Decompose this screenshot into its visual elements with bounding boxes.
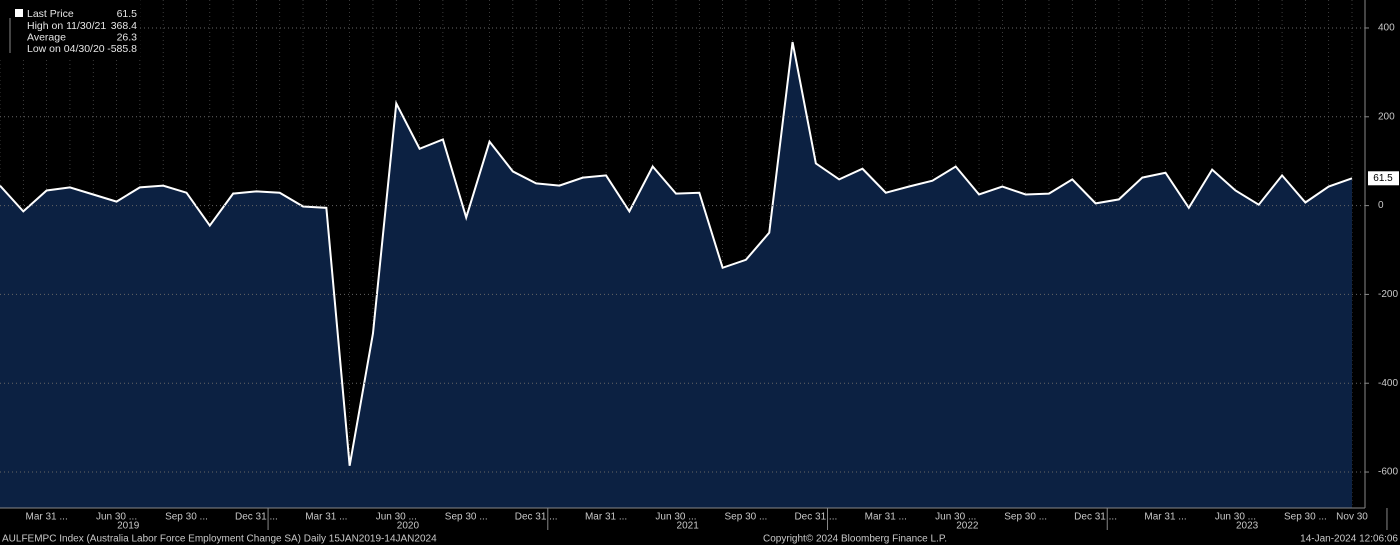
x-tick-label: Dec 31 ... xyxy=(1074,512,1117,523)
x-tick-label: Sep 30 ... xyxy=(165,512,208,523)
stat-value: -585.8 xyxy=(107,43,137,55)
stat-value: 368.4 xyxy=(111,20,137,32)
y-tick-label: 200 xyxy=(1378,111,1395,122)
x-tick-label: Sep 30 ... xyxy=(725,512,768,523)
x-tick-label: Jun 30 ... xyxy=(96,512,137,523)
legend: Last Price 61.5 High on 11/30/21 368.4 Avera… xyxy=(0,0,140,57)
stat-label: Low on 04/30/20 xyxy=(27,43,105,55)
x-tick-label: Mar 31 ... xyxy=(585,512,627,523)
stat-value: 26.3 xyxy=(117,31,138,43)
last-price-tag xyxy=(1368,171,1399,186)
area xyxy=(0,42,1352,508)
x-tick-label: Dec 31 ... xyxy=(235,512,278,523)
x-tick-label: Mar 31 ... xyxy=(25,512,67,523)
x-tick-label: Jun 30 ... xyxy=(655,512,696,523)
year-label: 2020 xyxy=(397,521,420,532)
footer-right: 14-Jan-2024 12:06:06 xyxy=(1300,534,1398,545)
x-tick-label: Jun 30 ... xyxy=(376,512,417,523)
year-label: 2022 xyxy=(956,521,979,532)
year-label: 2021 xyxy=(677,521,700,532)
line xyxy=(0,41,1353,466)
x-tick-label: Nov 30 xyxy=(1336,512,1368,523)
legend-name: Last Price xyxy=(27,8,74,20)
y-tick-label: 400 xyxy=(1378,23,1395,34)
x-tick-label: Mar 31 ... xyxy=(865,512,907,523)
year-label: 2019 xyxy=(117,521,140,532)
footer-left: AULFEMPC Index (Australia Labor Force Em… xyxy=(2,534,437,545)
last-price-label: 61.5 xyxy=(1373,173,1393,184)
y-tick-label: -600 xyxy=(1378,467,1398,478)
stat-label: Average xyxy=(27,31,66,43)
x-tick-label: Dec 31 ... xyxy=(515,512,558,523)
x-tick-label: Mar 31 ... xyxy=(305,512,347,523)
x-tick-label: Mar 31 ... xyxy=(1144,512,1186,523)
y-tick-label: -400 xyxy=(1378,378,1398,389)
x-tick-label: Sep 30 ... xyxy=(1284,512,1327,523)
y-tick-label: -200 xyxy=(1378,289,1398,300)
stat-label: High on 11/30/21 xyxy=(27,20,106,32)
legend-swatch xyxy=(15,9,23,17)
x-tick-label: Sep 30 ... xyxy=(1004,512,1047,523)
x-tick-label: Sep 30 ... xyxy=(445,512,488,523)
x-tick-label: Jun 30 ... xyxy=(935,512,976,523)
y-tick-label: 0 xyxy=(1378,200,1384,211)
x-tick-label: Jun 30 ... xyxy=(1215,512,1256,523)
x-tick-label: Dec 31 ... xyxy=(794,512,837,523)
year-label: 2023 xyxy=(1236,521,1259,532)
legend-bg xyxy=(0,0,140,57)
footer-center: Copyright© 2024 Bloomberg Finance L.P. xyxy=(763,534,947,545)
legend-value: 61.5 xyxy=(117,8,138,20)
